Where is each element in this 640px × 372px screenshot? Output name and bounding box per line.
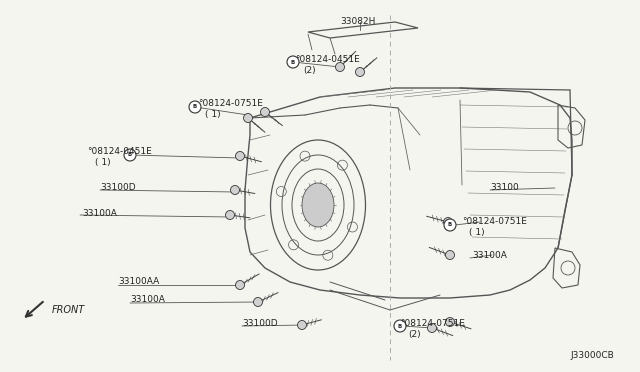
- Text: B: B: [128, 153, 132, 157]
- Ellipse shape: [302, 183, 334, 227]
- Text: 33100A: 33100A: [472, 250, 507, 260]
- Circle shape: [444, 218, 452, 227]
- Text: B: B: [291, 60, 295, 64]
- Circle shape: [445, 250, 454, 260]
- Circle shape: [189, 101, 201, 113]
- Circle shape: [335, 62, 344, 71]
- Text: °08124-0751E: °08124-0751E: [400, 318, 465, 327]
- Text: 33100A: 33100A: [130, 295, 165, 305]
- Text: ( 1): ( 1): [205, 109, 221, 119]
- Text: °08124-0451E: °08124-0451E: [295, 55, 360, 64]
- Circle shape: [124, 149, 136, 161]
- Text: 33100: 33100: [490, 183, 519, 192]
- Text: (2): (2): [408, 330, 420, 339]
- Text: °08124-0751E: °08124-0751E: [198, 99, 263, 108]
- Circle shape: [445, 317, 454, 327]
- Text: ( 1): ( 1): [95, 158, 111, 167]
- Circle shape: [230, 186, 239, 195]
- Text: °08124-0451E: °08124-0451E: [87, 148, 152, 157]
- Text: °08124-0751E: °08124-0751E: [462, 218, 527, 227]
- Text: 33100AA: 33100AA: [118, 278, 159, 286]
- Circle shape: [225, 211, 234, 219]
- Circle shape: [394, 320, 406, 332]
- Text: B: B: [398, 324, 402, 328]
- Circle shape: [260, 108, 269, 116]
- Text: ( 1): ( 1): [469, 228, 484, 237]
- Circle shape: [243, 113, 253, 122]
- Circle shape: [355, 67, 365, 77]
- Text: J33000CB: J33000CB: [570, 350, 614, 359]
- Circle shape: [287, 56, 299, 68]
- Text: B: B: [448, 222, 452, 228]
- Circle shape: [236, 151, 244, 160]
- Circle shape: [428, 324, 436, 333]
- Text: 33100A: 33100A: [82, 208, 117, 218]
- Text: (2): (2): [303, 67, 316, 76]
- Circle shape: [236, 280, 244, 289]
- Text: FRONT: FRONT: [52, 305, 85, 315]
- Text: B: B: [193, 105, 197, 109]
- Circle shape: [253, 298, 262, 307]
- Text: 33082H: 33082H: [340, 17, 376, 26]
- Circle shape: [298, 321, 307, 330]
- Text: 33100D: 33100D: [100, 183, 136, 192]
- Text: 33100D: 33100D: [242, 318, 278, 327]
- Circle shape: [444, 219, 456, 231]
